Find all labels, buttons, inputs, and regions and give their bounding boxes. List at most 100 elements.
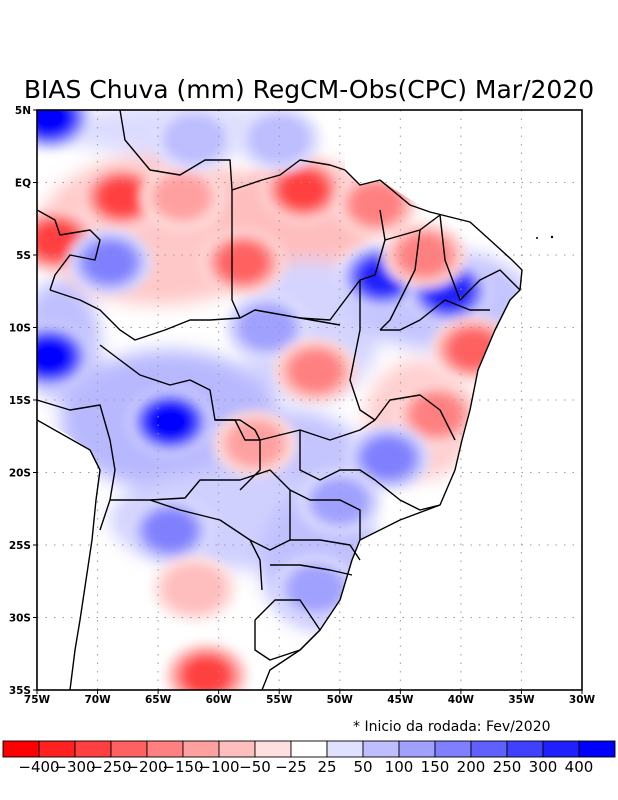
border-bolivia-brazil bbox=[99, 344, 261, 491]
colorbar-box bbox=[254, 740, 292, 758]
y-tick-label: EQ bbox=[15, 178, 31, 190]
x-tick-label: 40W bbox=[448, 694, 475, 706]
anomaly-contour bbox=[184, 657, 229, 690]
border-brazil-states-3 bbox=[349, 280, 376, 421]
ocean-mask bbox=[262, 110, 582, 690]
colorbar-tick-label: 25 bbox=[317, 758, 336, 776]
anomaly-contour bbox=[37, 340, 70, 373]
anomaly-contour bbox=[363, 438, 413, 478]
colorbar-box bbox=[146, 740, 184, 758]
border-brazil-states-13 bbox=[270, 564, 353, 576]
border-brazil-states-12 bbox=[290, 539, 361, 561]
anomaly-contour bbox=[227, 421, 283, 466]
colorbar-tick-label: −150 bbox=[162, 758, 203, 776]
x-tick-label: 70W bbox=[84, 694, 111, 706]
colorbar-box bbox=[74, 740, 112, 758]
colorbar-box bbox=[326, 740, 364, 758]
border-brazil-states-10 bbox=[299, 430, 441, 511]
y-axis-ticks: 5N EQ 5S 10S 15S 20S 25S 30S 35S bbox=[9, 105, 37, 697]
colorbar-tick-label: −400 bbox=[18, 758, 59, 776]
anomaly-contour bbox=[99, 179, 144, 215]
anomaly-contour bbox=[351, 184, 401, 224]
anomaly-contour bbox=[37, 110, 70, 134]
anomaly-contour bbox=[290, 351, 341, 391]
gridlines bbox=[37, 110, 582, 690]
colorbar bbox=[2, 740, 616, 758]
x-tick-label: 75W bbox=[24, 694, 51, 706]
anomaly-contour bbox=[155, 175, 210, 219]
colorbar-box bbox=[110, 740, 148, 758]
colorbar-box bbox=[362, 740, 400, 758]
y-tick-label: 20S bbox=[9, 468, 31, 480]
island-dots bbox=[536, 235, 554, 239]
colorbar-box bbox=[434, 740, 472, 758]
anomaly-contour bbox=[411, 394, 462, 435]
colorbar-box bbox=[578, 740, 616, 758]
border-brazil-states-5 bbox=[379, 229, 421, 331]
x-tick-label: 50W bbox=[327, 694, 354, 706]
colorbar-box bbox=[182, 740, 220, 758]
x-tick-label: 35W bbox=[508, 694, 535, 706]
anomaly-contour bbox=[149, 405, 191, 439]
y-tick-label: 10S bbox=[9, 323, 31, 335]
colorbar-box bbox=[398, 740, 436, 758]
colorbar-box bbox=[470, 740, 508, 758]
colorbar-box bbox=[218, 740, 256, 758]
anomaly-contour bbox=[281, 172, 326, 208]
border-argentina-north bbox=[110, 499, 263, 591]
x-tick-label: 30W bbox=[569, 694, 596, 706]
anomaly-contour bbox=[145, 510, 195, 551]
border-brazil-states-1 bbox=[231, 190, 241, 319]
map-area bbox=[37, 110, 582, 690]
x-tick-label: 55W bbox=[266, 694, 293, 706]
colorbar-tick-label: −300 bbox=[54, 758, 95, 776]
colorbar-tick-label: −25 bbox=[275, 758, 307, 776]
colorbar-tick-label: −250 bbox=[90, 758, 131, 776]
run-start-note: * Inicio da rodada: Fev/2020 bbox=[353, 719, 551, 735]
border-brazil-states-8 bbox=[374, 394, 456, 441]
border-paraguay bbox=[149, 469, 291, 551]
border-brazil-states-11 bbox=[289, 489, 361, 540]
anomaly-contour bbox=[288, 566, 343, 611]
x-tick-label: 65W bbox=[145, 694, 172, 706]
colorbar-box bbox=[2, 740, 40, 758]
country-borders bbox=[37, 110, 523, 690]
colorbar-tick-label: 50 bbox=[353, 758, 372, 776]
anomaly-blobs bbox=[37, 110, 515, 690]
border-brazil-states-7 bbox=[380, 299, 490, 331]
colorbar-box bbox=[542, 740, 580, 758]
anomaly-contour bbox=[84, 242, 135, 282]
colorbar-box bbox=[506, 740, 544, 758]
y-tick-label: 35S bbox=[9, 685, 31, 697]
colorbar-box bbox=[290, 740, 328, 758]
border-brazil-states-14 bbox=[215, 419, 261, 441]
island-dot bbox=[550, 235, 554, 239]
border-uruguay bbox=[254, 599, 321, 661]
y-tick-label: 5S bbox=[16, 250, 31, 262]
colorbar-tick-label: −100 bbox=[198, 758, 239, 776]
x-tick-label: 60W bbox=[206, 694, 233, 706]
x-axis-ticks: 75W 70W 65W 60W 55W 50W 45W 40W 35W 30W bbox=[24, 690, 596, 706]
border-colombia bbox=[37, 209, 101, 291]
pacific-mask bbox=[37, 420, 100, 690]
colorbar-tick-label: 100 bbox=[385, 758, 414, 776]
coastline-north bbox=[261, 169, 523, 690]
colorbar-tick-label: 200 bbox=[457, 758, 486, 776]
y-tick-label: 5N bbox=[15, 105, 31, 117]
colorbar-tick-label: 150 bbox=[421, 758, 450, 776]
anomaly-contour bbox=[162, 114, 227, 164]
colorbar-labels: −400−300−250−200−150−100 −50 −25 25 50 100 150… bbox=[18, 758, 593, 776]
border-venezuela-brazil bbox=[119, 110, 346, 191]
colorbar-tick-label: 300 bbox=[529, 758, 558, 776]
x-tick-label: 45W bbox=[387, 694, 414, 706]
colorbar-box bbox=[38, 740, 76, 758]
island-dot bbox=[536, 237, 538, 239]
colorbar-tick-label: −50 bbox=[239, 758, 271, 776]
anomaly-contour bbox=[247, 114, 311, 164]
anomaly-contour bbox=[162, 563, 227, 614]
border-brazil-states-9 bbox=[259, 419, 376, 441]
anomaly-contour bbox=[219, 243, 266, 281]
y-tick-label: 25S bbox=[9, 540, 31, 552]
border-brazil-states-6 bbox=[439, 214, 521, 301]
